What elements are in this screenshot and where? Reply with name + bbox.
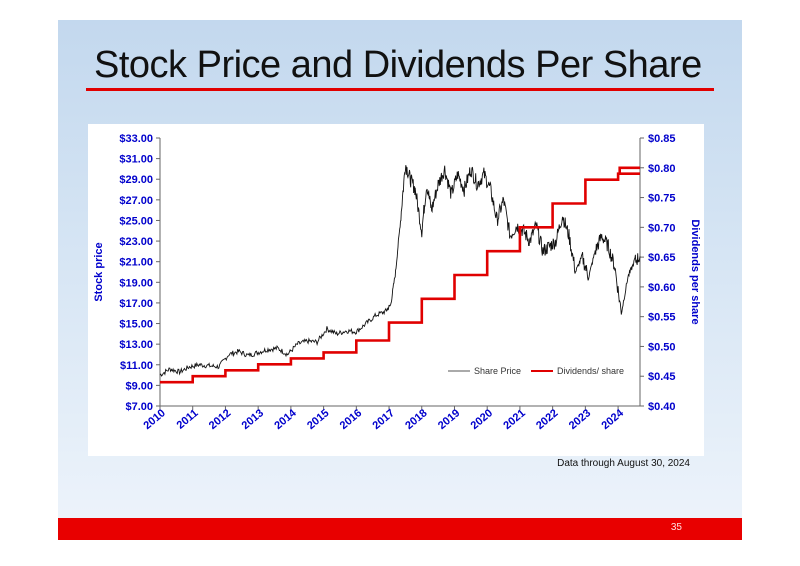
left-axis-label: Stock price xyxy=(93,242,105,301)
right-tick-label: $0.60 xyxy=(648,282,676,294)
slide-title: Stock Price and Dividends Per Share xyxy=(94,44,702,86)
page-number: 35 xyxy=(670,522,682,533)
left-tick-label: $9.00 xyxy=(125,380,153,392)
title-underline xyxy=(86,88,714,91)
left-tick-label: $29.00 xyxy=(119,174,153,186)
legend: Share Price Dividends/ share xyxy=(448,366,624,376)
right-tick-label: $0.40 xyxy=(648,401,676,413)
right-tick-label: $0.45 xyxy=(648,371,676,383)
left-tick-label: $15.00 xyxy=(119,319,153,331)
left-tick-label: $13.00 xyxy=(119,339,153,351)
left-tick-label: $21.00 xyxy=(119,257,153,269)
left-tick-label: $33.00 xyxy=(119,133,153,145)
legend-price-label: Share Price xyxy=(474,366,521,376)
right-tick-label: $0.65 xyxy=(648,252,676,264)
legend-dividend-label: Dividends/ share xyxy=(557,366,624,376)
right-tick-label: $0.85 xyxy=(648,133,676,145)
data-date-note: Data through August 30, 2024 xyxy=(557,458,690,469)
left-tick-label: $7.00 xyxy=(125,401,153,413)
share-price-line xyxy=(159,165,641,377)
left-tick-label: $19.00 xyxy=(119,277,153,289)
right-axis-ticks: $0.40 $0.45 $0.50 $0.55 $0.60 $0.65 $0.70 $0.75… xyxy=(640,133,676,413)
right-tick-label: $0.50 xyxy=(648,341,676,353)
right-axis-label: Dividends per share xyxy=(689,219,701,324)
left-tick-label: $23.00 xyxy=(119,236,153,248)
x-axis-ticks: 2010 2011 2012 2013 2014 2015 2016 2017 2018 2019… xyxy=(141,406,627,432)
footer-bar: 35 xyxy=(58,518,742,540)
left-tick-label: $11.00 xyxy=(120,360,153,372)
right-tick-label: $0.80 xyxy=(648,163,676,175)
right-tick-label: $0.55 xyxy=(648,312,676,324)
dividends-step-line xyxy=(160,166,640,384)
left-axis-ticks: $7.00 $9.00 $11.00 $13.00 $15.00 $17.00 $19.00… xyxy=(119,133,160,413)
left-tick-label: $25.00 xyxy=(119,215,153,227)
chart: $7.00 $9.00 $11.00 $13.00 $15.00 $17.00 $19.00… xyxy=(88,124,704,456)
right-tick-label: $0.70 xyxy=(648,222,676,234)
axes-group xyxy=(159,138,641,407)
left-tick-label: $17.00 xyxy=(119,298,153,310)
right-tick-label: $0.75 xyxy=(648,193,676,205)
left-tick-label: $27.00 xyxy=(119,195,153,207)
left-tick-label: $31.00 xyxy=(119,154,153,166)
